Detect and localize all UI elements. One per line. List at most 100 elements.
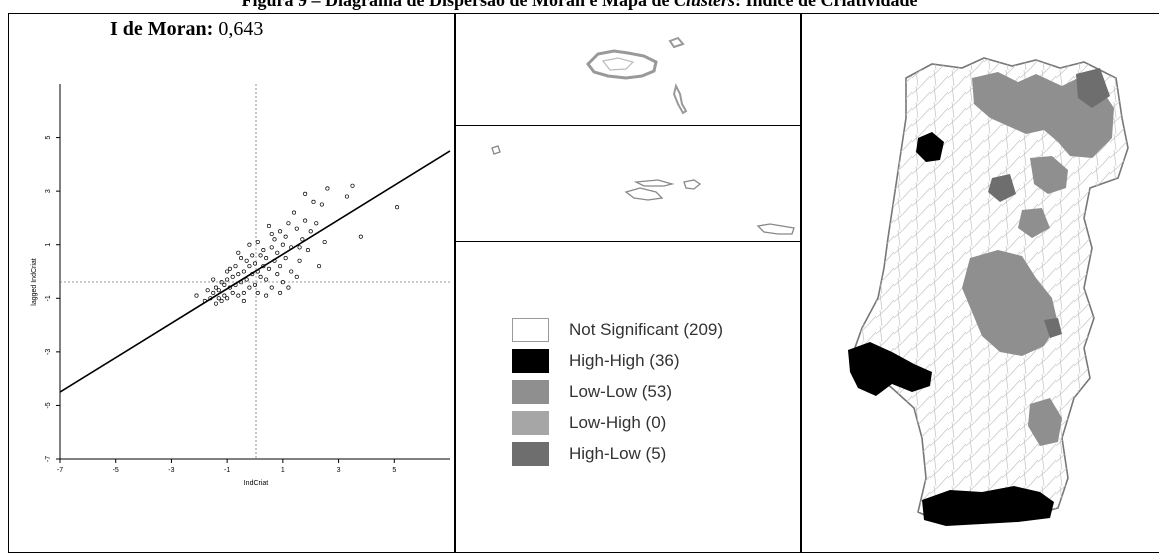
scatter-point bbox=[219, 280, 224, 285]
scatter-point bbox=[211, 277, 216, 282]
scatter-point bbox=[216, 296, 221, 301]
scatter-point bbox=[264, 277, 269, 282]
y-axis-label: lagged IndCriat bbox=[31, 258, 38, 306]
scatter-point bbox=[317, 264, 322, 269]
scatter-point bbox=[247, 264, 252, 269]
scatter-point bbox=[230, 290, 235, 295]
moran-index: I de Moran: 0,643 bbox=[110, 18, 263, 41]
low-low-cluster-center bbox=[962, 250, 1058, 356]
scatter-point bbox=[194, 293, 199, 298]
scatter-point bbox=[261, 264, 266, 269]
x-axis-label: IndCriat bbox=[244, 480, 269, 487]
scatter-point bbox=[303, 191, 308, 196]
scatter-point bbox=[269, 285, 274, 290]
scatter-point bbox=[319, 202, 324, 207]
y-tick-label: -5 bbox=[45, 402, 52, 408]
scatter-point bbox=[278, 264, 283, 269]
scatter-point bbox=[266, 223, 271, 229]
scatter-point bbox=[269, 231, 274, 237]
legend-swatch bbox=[512, 380, 549, 404]
scatter-point bbox=[275, 272, 280, 277]
scatter-point bbox=[261, 248, 266, 253]
scatter-point bbox=[297, 258, 302, 263]
moran-scatter-chart: -7 -5 -3 -1 1 3 5 -7 -5 -3 -1 1 3 5 IndCriat lagged … bbox=[31, 84, 451, 487]
terceira-island bbox=[683, 179, 702, 190]
low-low-cluster-interior bbox=[1030, 156, 1068, 194]
scatter-point bbox=[236, 293, 241, 298]
figure-title: Figura 9 – Diagrama de Dispersão de Mora… bbox=[0, 0, 1159, 11]
legend-swatch bbox=[512, 411, 549, 435]
scatter-point bbox=[264, 293, 269, 298]
scatter-point bbox=[280, 280, 285, 285]
scatter-point bbox=[239, 256, 244, 261]
scatter-point bbox=[258, 274, 263, 279]
scatter-point bbox=[289, 245, 294, 250]
figure-title-suffix: : Índice de Criatividade bbox=[735, 0, 918, 10]
panel-divider bbox=[454, 125, 802, 126]
x-tick-label: 1 bbox=[281, 467, 285, 474]
legend-swatch bbox=[512, 442, 549, 466]
y-tick-label: 1 bbox=[45, 243, 52, 247]
low-low-cluster-small bbox=[1018, 208, 1050, 238]
scatter-point bbox=[280, 242, 285, 247]
legend-label: Low-High (0) bbox=[569, 413, 667, 432]
x-ticks: -7 -5 -3 -1 1 3 5 bbox=[57, 459, 396, 474]
scatter-point bbox=[247, 242, 252, 247]
legend-label: High-Low (5) bbox=[569, 444, 667, 463]
scatter-point bbox=[272, 258, 277, 263]
flores-island bbox=[491, 145, 501, 155]
scatter-point bbox=[213, 285, 219, 290]
scatter-point bbox=[236, 272, 241, 277]
moran-label: I de Moran: bbox=[110, 18, 214, 40]
scatter-point bbox=[241, 269, 246, 274]
figure-title-italic: Clusters bbox=[673, 0, 735, 10]
scatter-point bbox=[297, 245, 302, 250]
x-tick-label: -3 bbox=[168, 467, 174, 474]
scatter-point bbox=[278, 229, 283, 234]
scatter-point bbox=[227, 266, 232, 271]
high-low-cluster-northeast bbox=[1076, 68, 1110, 108]
legend-label: High-High (36) bbox=[569, 351, 680, 370]
x-tick-label: -7 bbox=[57, 467, 63, 474]
scatter-point bbox=[314, 221, 319, 226]
scatter-point bbox=[222, 282, 227, 287]
scatter-point bbox=[305, 248, 310, 253]
scatter-point bbox=[344, 194, 349, 199]
legend-label: Low-Low (53) bbox=[569, 382, 672, 401]
y-tick-label: 5 bbox=[45, 136, 52, 140]
x-tick-label: -1 bbox=[224, 467, 230, 474]
low-low-cluster-south bbox=[1028, 398, 1062, 446]
x-tick-label: 3 bbox=[337, 467, 341, 474]
y-tick-label: 3 bbox=[45, 189, 52, 193]
scatter-point bbox=[239, 280, 244, 285]
scatter-point bbox=[294, 274, 299, 279]
mainland-portugal-map bbox=[848, 57, 1129, 526]
scatter-point bbox=[244, 258, 249, 263]
y-tick-label: -1 bbox=[45, 295, 52, 301]
scatter-point bbox=[216, 288, 221, 293]
x-tick-label: 5 bbox=[392, 467, 396, 474]
moran-value: 0,643 bbox=[218, 18, 264, 40]
scatter-point bbox=[311, 199, 316, 204]
scatter-point bbox=[211, 290, 216, 295]
scatter-point bbox=[222, 293, 227, 298]
scatter-point bbox=[264, 256, 269, 261]
y-ticks: -7 -5 -3 -1 1 3 5 bbox=[45, 136, 60, 462]
high-high-cluster-porto bbox=[916, 132, 944, 162]
porto-santo-island bbox=[668, 36, 685, 49]
scatter-point bbox=[269, 245, 274, 250]
scatter-point bbox=[230, 274, 235, 279]
scatter-point bbox=[241, 290, 246, 295]
faial-pico-islands bbox=[624, 187, 664, 201]
scatter-point bbox=[233, 282, 238, 287]
scatter-point bbox=[225, 296, 230, 301]
scatter-point bbox=[322, 239, 327, 245]
scatter-point bbox=[308, 229, 313, 234]
scatter-point bbox=[275, 250, 280, 255]
scatter-point bbox=[236, 250, 241, 255]
scatter-point bbox=[294, 226, 299, 231]
scatter-point bbox=[213, 301, 219, 306]
desertas-islands bbox=[672, 83, 688, 115]
scatter-point bbox=[300, 237, 305, 242]
scatter-point bbox=[266, 266, 271, 271]
